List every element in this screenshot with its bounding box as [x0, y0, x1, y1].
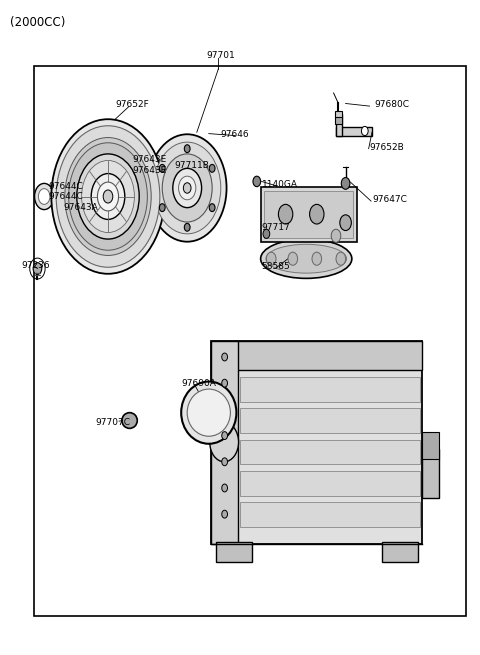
Bar: [336, 127, 372, 136]
Text: 97647C: 97647C: [372, 195, 407, 204]
Circle shape: [340, 215, 351, 231]
Circle shape: [310, 204, 324, 224]
Circle shape: [82, 160, 134, 233]
Text: 97644C: 97644C: [48, 192, 83, 201]
Text: (2000CC): (2000CC): [10, 16, 65, 29]
Circle shape: [51, 119, 165, 274]
Circle shape: [222, 432, 228, 440]
Text: 97680C: 97680C: [374, 100, 409, 109]
Ellipse shape: [261, 239, 352, 278]
Circle shape: [154, 142, 221, 234]
Text: 97652F: 97652F: [115, 100, 149, 109]
Circle shape: [162, 154, 212, 222]
Circle shape: [103, 190, 113, 203]
Circle shape: [69, 143, 147, 250]
Bar: [240, 377, 420, 402]
Circle shape: [222, 484, 228, 492]
Circle shape: [67, 206, 80, 223]
Text: 97236: 97236: [22, 261, 50, 270]
Circle shape: [97, 182, 119, 211]
Circle shape: [148, 134, 227, 242]
Circle shape: [184, 145, 190, 153]
Text: 97643E: 97643E: [132, 166, 166, 175]
Circle shape: [222, 353, 228, 361]
Circle shape: [179, 176, 196, 200]
Circle shape: [209, 164, 215, 172]
Bar: [240, 502, 420, 527]
Text: 97690A: 97690A: [181, 379, 216, 388]
Bar: [335, 111, 342, 118]
Bar: [240, 471, 420, 496]
Circle shape: [159, 204, 165, 212]
Bar: [335, 117, 342, 124]
Circle shape: [278, 204, 293, 224]
Circle shape: [331, 229, 341, 242]
Text: 97701: 97701: [206, 51, 235, 60]
Circle shape: [159, 164, 165, 172]
Bar: [240, 440, 420, 464]
Bar: [422, 449, 439, 498]
Text: 97646: 97646: [221, 130, 250, 139]
Circle shape: [263, 229, 270, 238]
Circle shape: [288, 252, 298, 265]
Bar: [211, 341, 422, 370]
Bar: [422, 432, 439, 458]
Circle shape: [91, 174, 125, 219]
Circle shape: [209, 204, 215, 212]
Circle shape: [253, 176, 261, 187]
Text: 1140GA: 1140GA: [262, 180, 298, 189]
Circle shape: [63, 200, 84, 229]
Circle shape: [77, 154, 139, 239]
Circle shape: [222, 405, 228, 413]
Circle shape: [38, 189, 50, 204]
Text: 58585: 58585: [262, 262, 290, 271]
Circle shape: [312, 252, 322, 265]
Circle shape: [222, 379, 228, 387]
Circle shape: [65, 138, 151, 255]
Ellipse shape: [187, 389, 230, 436]
Text: 97644C: 97644C: [48, 182, 83, 191]
Bar: [264, 191, 353, 238]
Bar: [261, 187, 357, 242]
Bar: [336, 114, 342, 136]
Circle shape: [361, 126, 368, 136]
Text: 97707C: 97707C: [95, 418, 130, 427]
Circle shape: [210, 422, 239, 462]
Circle shape: [222, 510, 228, 518]
Circle shape: [336, 252, 346, 265]
Bar: [240, 408, 420, 433]
Ellipse shape: [266, 244, 347, 273]
Ellipse shape: [122, 413, 137, 428]
Text: 97711B: 97711B: [174, 160, 209, 170]
Circle shape: [56, 126, 160, 267]
Text: 97652B: 97652B: [370, 143, 404, 152]
Circle shape: [183, 183, 191, 193]
Bar: [216, 542, 252, 562]
Bar: [382, 542, 418, 562]
Circle shape: [222, 458, 228, 466]
Text: 97643E: 97643E: [132, 155, 166, 164]
Circle shape: [341, 178, 350, 189]
Bar: [34, 66, 466, 616]
Circle shape: [266, 252, 276, 265]
Ellipse shape: [181, 381, 236, 444]
Text: 97643A: 97643A: [64, 203, 98, 212]
Text: 97717: 97717: [262, 223, 290, 233]
Circle shape: [35, 183, 54, 210]
Circle shape: [33, 263, 42, 274]
Circle shape: [173, 168, 202, 208]
Bar: [211, 341, 422, 544]
Circle shape: [184, 223, 190, 231]
Bar: [211, 341, 238, 544]
